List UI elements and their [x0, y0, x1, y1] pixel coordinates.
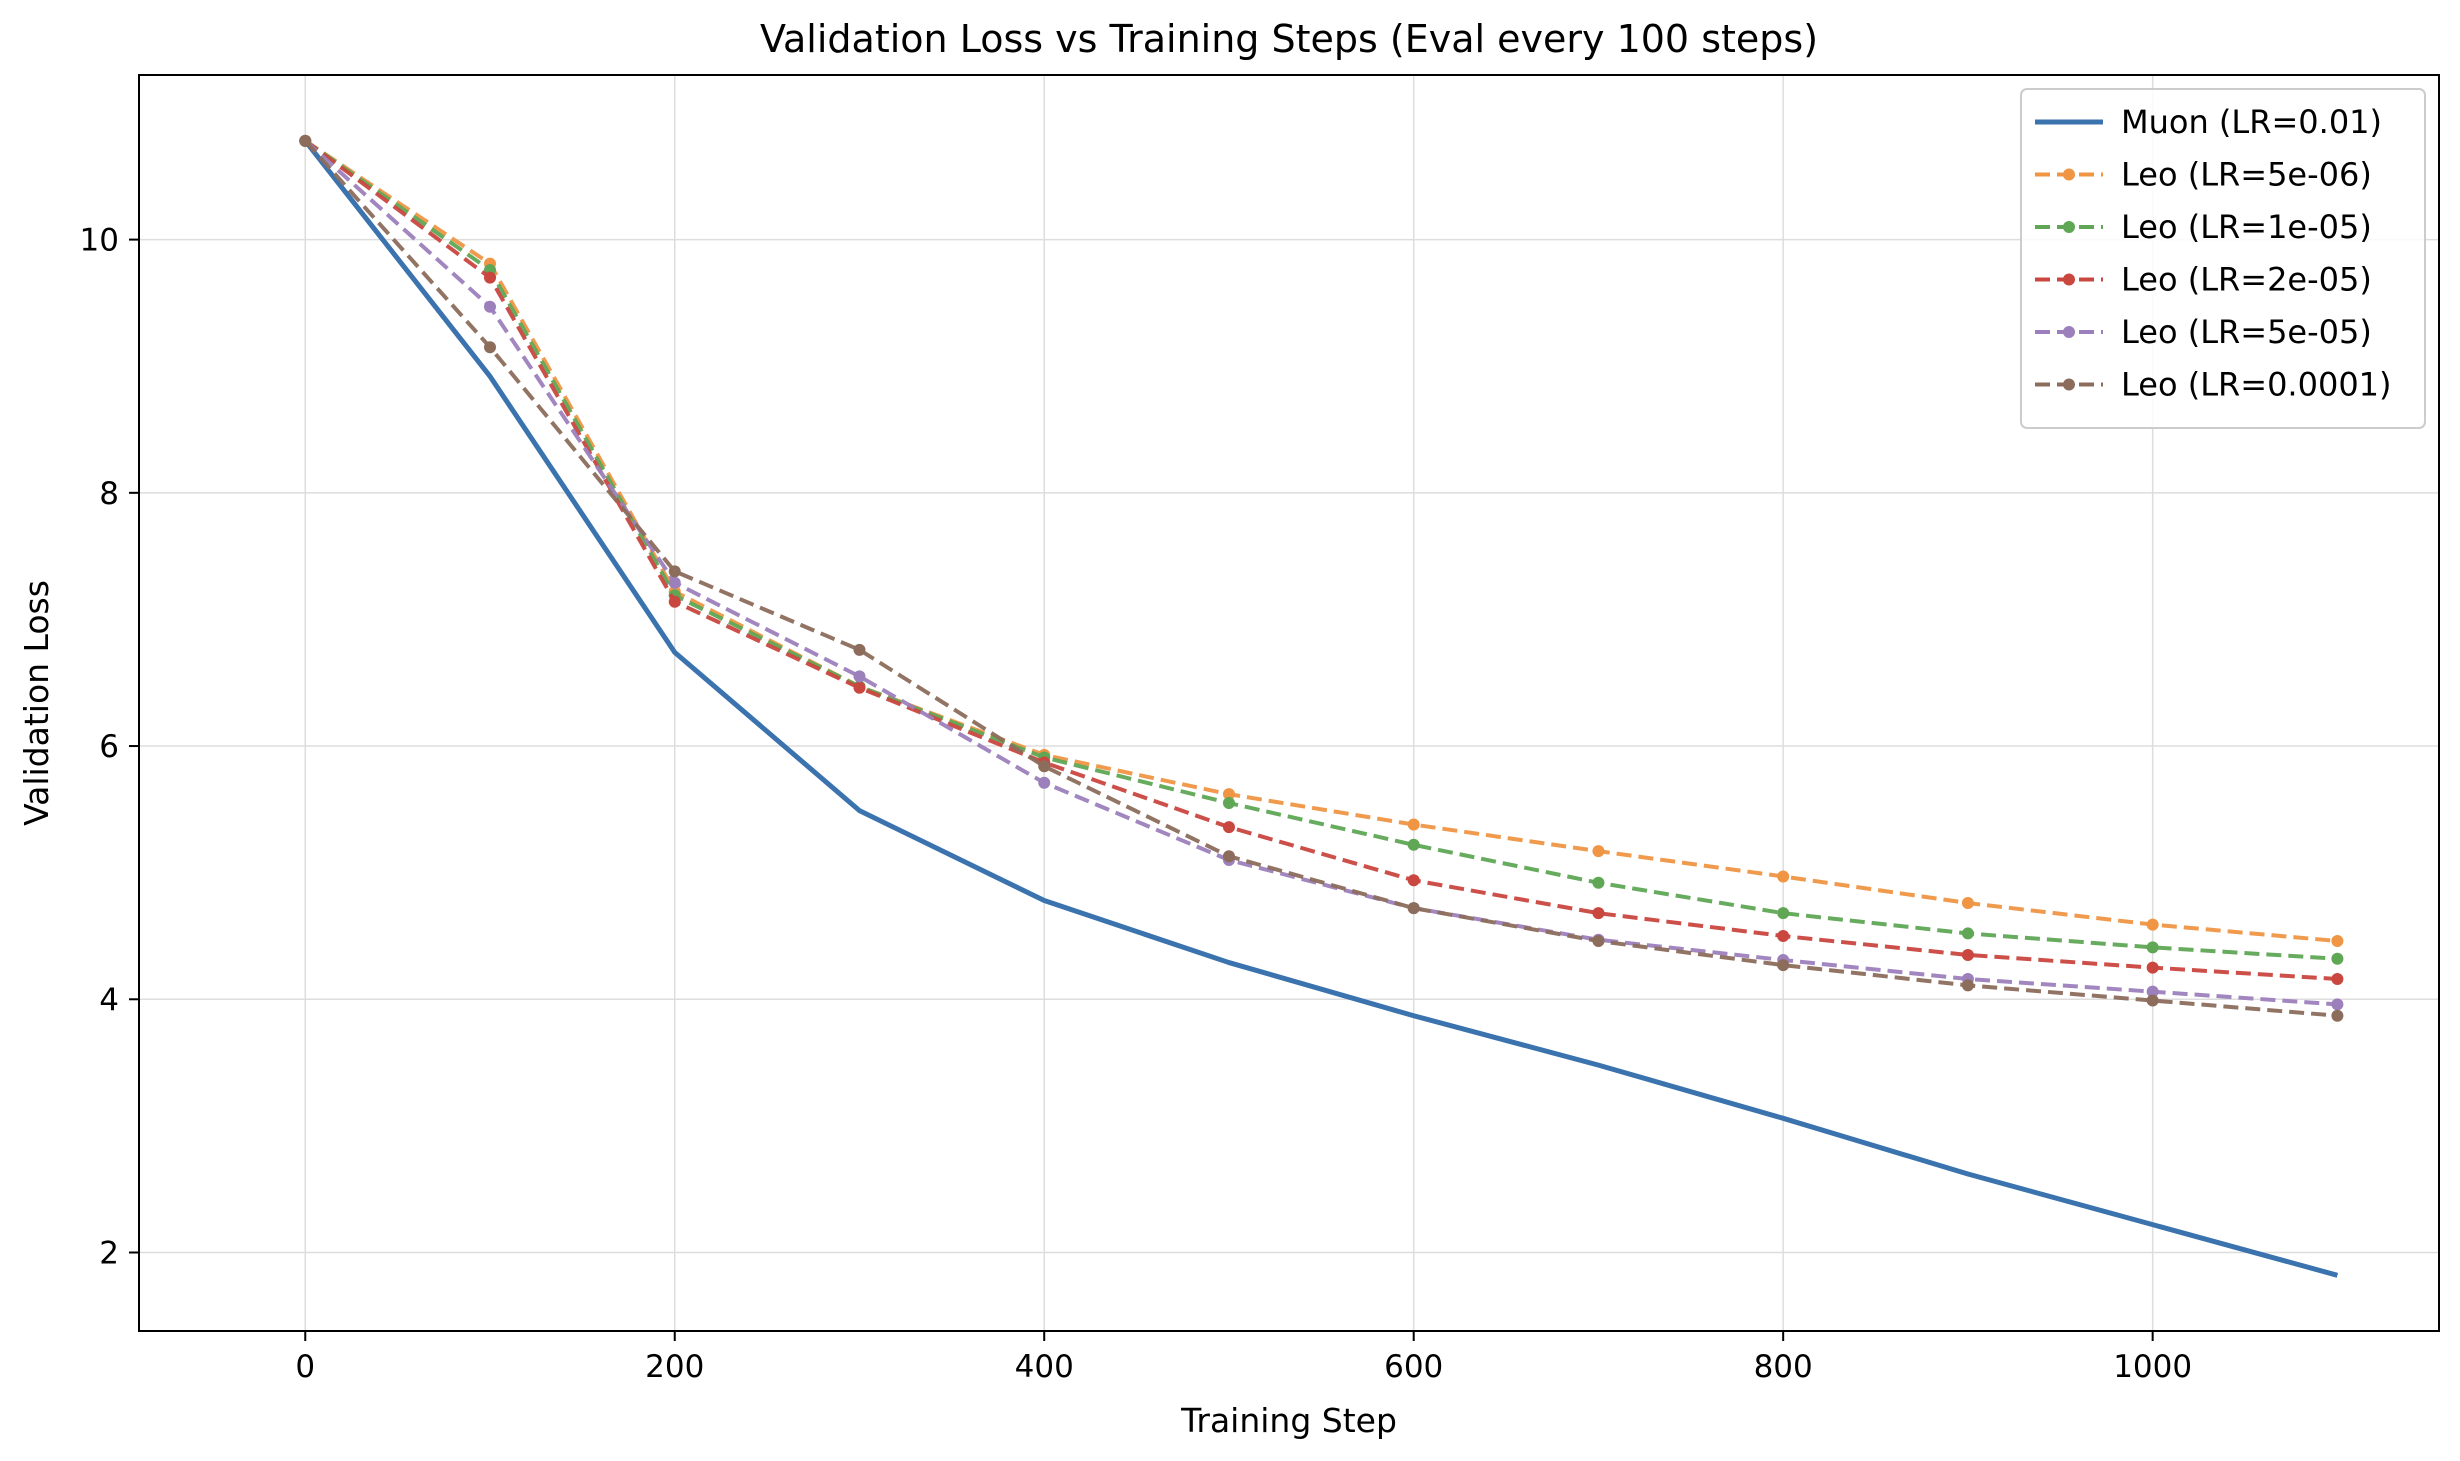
data-point	[2146, 961, 2159, 974]
data-point	[2331, 935, 2344, 948]
series-layer	[299, 134, 2344, 1278]
data-point	[668, 576, 681, 589]
y-tick-label: 6	[99, 729, 119, 765]
legend-marker	[2063, 221, 2075, 233]
plot-frame	[138, 74, 2440, 1332]
data-point	[1222, 821, 1235, 834]
legend-marker	[2063, 168, 2075, 181]
series-0	[303, 139, 2339, 1278]
legend-label: Leo (LR=5e-05)	[2121, 313, 2372, 351]
series-line	[303, 139, 2338, 1018]
data-point	[1407, 874, 1420, 887]
legend-label: Leo (LR=1e-05)	[2121, 208, 2372, 246]
data-point	[1592, 845, 1605, 858]
series-line	[304, 139, 2338, 944]
data-point	[2146, 994, 2159, 1007]
y-tick-label: 10	[80, 223, 119, 259]
legend-entry: Leo (LR=0.0001)	[2035, 366, 2392, 404]
data-point	[853, 670, 866, 683]
data-point	[853, 643, 866, 656]
data-point	[1038, 776, 1051, 789]
data-point	[668, 565, 681, 578]
legend-box	[2020, 88, 2426, 429]
x-tick-label: 0	[295, 1349, 315, 1385]
data-point	[1038, 760, 1051, 773]
chart-title: Validation Loss vs Training Steps (Eval …	[760, 17, 1818, 61]
data-point	[2331, 973, 2344, 986]
data-point	[1592, 907, 1605, 920]
ticks-layer: 0 200 400 600 800 1000 2 4 6 8 10	[80, 223, 2193, 1385]
data-point	[1961, 948, 1974, 961]
legend: Muon (LR=0.01) Leo (LR=5e-06) Leo (LR=1e-0…	[2020, 88, 2426, 429]
data-point	[484, 341, 497, 354]
data-point	[2146, 985, 2159, 998]
data-point	[853, 681, 866, 694]
x-tick-label: 400	[1015, 1349, 1074, 1385]
data-point	[1222, 797, 1235, 810]
data-point	[1407, 818, 1420, 831]
legend-entry: Leo (LR=5e-05)	[2035, 313, 2372, 351]
x-axis-label: Training Step	[1180, 1401, 1397, 1440]
data-point	[484, 271, 497, 284]
legend-marker	[2063, 273, 2075, 286]
legend-entry: Leo (LR=2e-05)	[2035, 261, 2372, 299]
series-line	[304, 139, 2338, 982]
data-point	[2331, 952, 2344, 965]
legend-label: Leo (LR=2e-05)	[2121, 261, 2372, 299]
y-tick-label: 8	[99, 476, 119, 512]
data-point	[1777, 929, 1790, 942]
x-tick-label: 600	[1384, 1349, 1443, 1385]
series-line	[303, 139, 2339, 1278]
x-tick-label: 200	[645, 1349, 704, 1385]
data-point	[2146, 918, 2159, 931]
data-point	[2331, 998, 2344, 1011]
data-point	[1222, 850, 1235, 863]
series-line	[304, 139, 2338, 961]
data-point	[1961, 897, 1974, 910]
y-tick-label: 2	[99, 1236, 119, 1272]
legend-marker	[2063, 326, 2075, 338]
data-point	[1592, 876, 1605, 889]
y-axis-label: Validation Loss	[17, 580, 56, 826]
data-point	[1961, 927, 1974, 940]
data-point	[2146, 941, 2159, 954]
legend-entry: Muon (LR=0.01)	[2035, 103, 2382, 141]
data-point	[1407, 838, 1420, 851]
legend-entry: Leo (LR=5e-06)	[2035, 156, 2372, 194]
data-point	[1407, 902, 1420, 915]
data-point	[1777, 959, 1790, 972]
data-point	[299, 134, 312, 147]
x-tick-label: 800	[1754, 1349, 1813, 1385]
data-point	[2331, 1009, 2344, 1022]
data-point	[1222, 788, 1235, 801]
legend-marker	[2063, 378, 2075, 391]
legend-label: Leo (LR=5e-06)	[2121, 156, 2372, 194]
series-5	[299, 134, 2344, 1022]
data-point	[668, 595, 681, 608]
data-point	[484, 300, 497, 313]
legend-label: Leo (LR=0.0001)	[2121, 366, 2392, 404]
legend-label: Muon (LR=0.01)	[2121, 103, 2382, 141]
legend-entry: Leo (LR=1e-05)	[2035, 208, 2372, 246]
data-point	[1961, 979, 1974, 992]
data-point	[1777, 870, 1790, 883]
y-tick-label: 4	[99, 982, 119, 1018]
data-point	[1592, 935, 1605, 948]
series-line	[303, 139, 2338, 1007]
data-point	[1777, 907, 1790, 920]
x-tick-label: 1000	[2113, 1349, 2192, 1385]
